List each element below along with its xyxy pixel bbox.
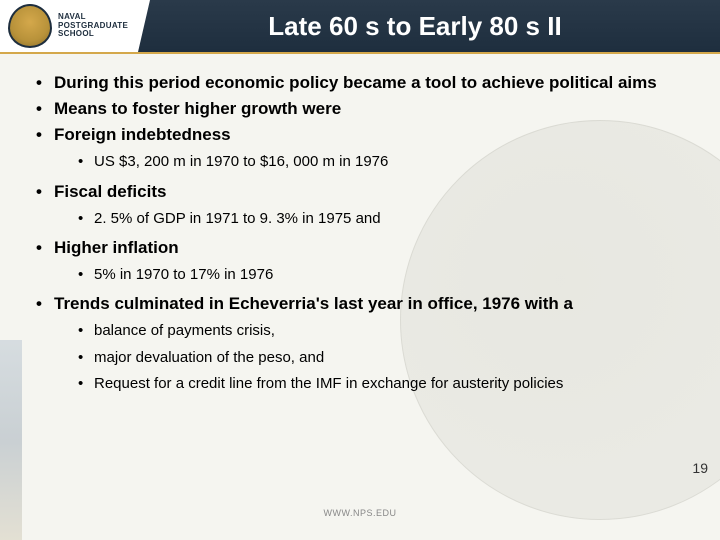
sub-bullet-list: balance of payments crisis, major devalu… xyxy=(54,321,692,394)
slide-content: During this period economic policy becam… xyxy=(0,54,720,394)
sub-bullet-list: US $3, 200 m in 1970 to $16, 000 m in 19… xyxy=(54,152,692,172)
sub-bullet-list: 2. 5% of GDP in 1971 to 9. 3% in 1975 an… xyxy=(54,209,692,229)
bullet-text: Higher inflation xyxy=(54,238,179,257)
sub-bullet-item: 5% in 1970 to 17% in 1976 xyxy=(54,265,692,285)
bullet-text: Foreign indebtedness xyxy=(54,125,231,144)
bullet-item: Means to foster higher growth were xyxy=(28,98,692,120)
bullet-item: Foreign indebtedness US $3, 200 m in 197… xyxy=(28,124,692,172)
bullet-text: Fiscal deficits xyxy=(54,182,166,201)
page-number: 19 xyxy=(692,460,708,476)
nps-shield-icon xyxy=(8,4,52,48)
sub-bullet-item: 2. 5% of GDP in 1971 to 9. 3% in 1975 an… xyxy=(54,209,692,229)
slide-header: NAVAL POSTGRADUATE SCHOOL Late 60 s to E… xyxy=(0,0,720,54)
bullet-item: During this period economic policy becam… xyxy=(28,72,692,94)
logo-container: NAVAL POSTGRADUATE SCHOOL xyxy=(0,0,150,52)
bullet-item: Higher inflation 5% in 1970 to 17% in 19… xyxy=(28,237,692,285)
sub-bullet-item: Request for a credit line from the IMF i… xyxy=(54,374,692,394)
sub-bullet-list: 5% in 1970 to 17% in 1976 xyxy=(54,265,692,285)
logo-text: NAVAL POSTGRADUATE SCHOOL xyxy=(58,13,128,39)
slide-title: Late 60 s to Early 80 s II xyxy=(150,11,720,42)
bullet-list: During this period economic policy becam… xyxy=(28,72,692,394)
sub-bullet-item: major devaluation of the peso, and xyxy=(54,348,692,368)
bullet-text: During this period economic policy becam… xyxy=(54,73,657,92)
bullet-item: Fiscal deficits 2. 5% of GDP in 1971 to … xyxy=(28,181,692,229)
sub-bullet-item: US $3, 200 m in 1970 to $16, 000 m in 19… xyxy=(54,152,692,172)
footer-url: WWW.NPS.EDU xyxy=(0,508,720,518)
sub-bullet-item: balance of payments crisis, xyxy=(54,321,692,341)
bullet-text: Trends culminated in Echeverria's last y… xyxy=(54,294,573,313)
bullet-text: Means to foster higher growth were xyxy=(54,99,341,118)
bullet-item: Trends culminated in Echeverria's last y… xyxy=(28,293,692,394)
logo-line3: SCHOOL xyxy=(58,30,128,39)
